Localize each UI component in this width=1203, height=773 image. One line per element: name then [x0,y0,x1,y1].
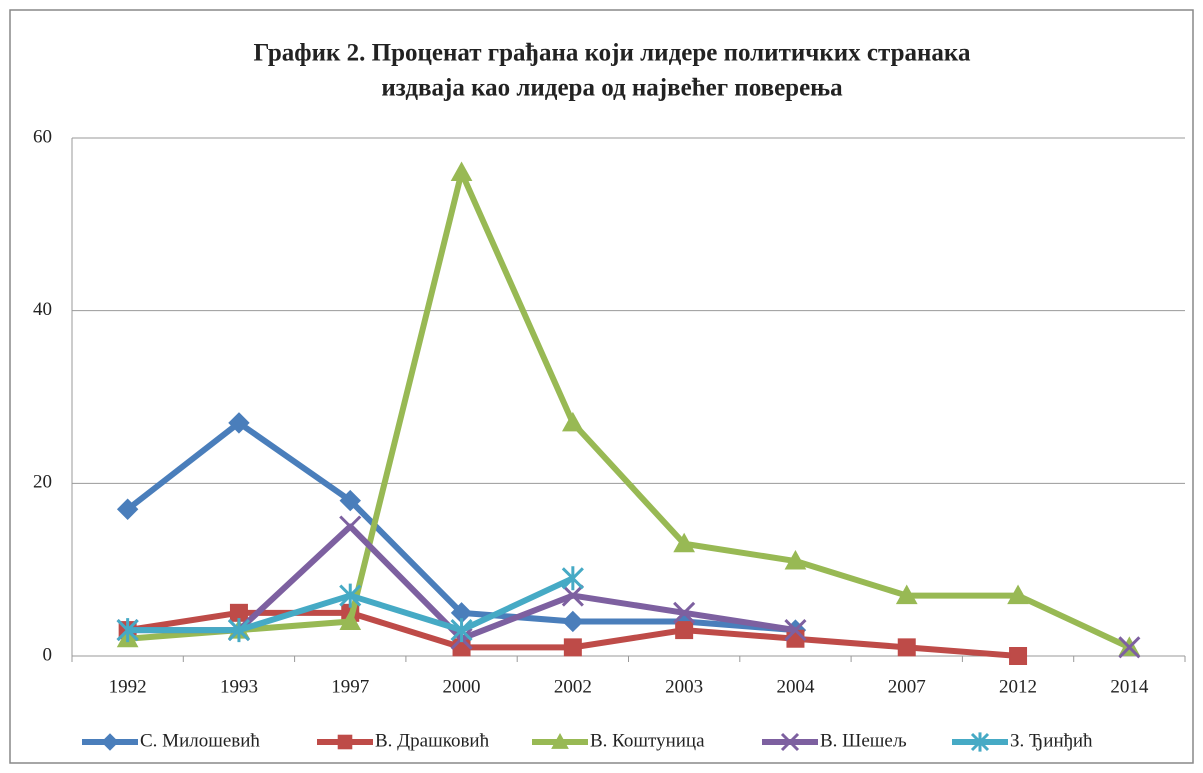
legend-label: С. Милошевић [140,730,260,751]
legend-label: В. Коштуница [590,730,705,751]
x-tick-label: 2003 [665,676,703,697]
marker [780,732,800,752]
marker [1007,584,1029,605]
legend-label: З. Ђинђић [1010,730,1093,751]
marker [675,621,694,640]
marker [1118,636,1141,659]
x-tick-label: 2004 [776,676,815,697]
marker [561,584,584,607]
marker [450,618,473,643]
marker [563,638,582,657]
x-tick-label: 1993 [220,676,258,697]
chart-title: издваја као лидера од највећег поверења [381,75,843,102]
y-tick-label: 20 [33,472,52,493]
marker [897,638,916,657]
marker [339,583,362,608]
marker [786,629,805,648]
marker [784,550,807,570]
marker [673,532,695,553]
y-tick-label: 40 [33,299,52,320]
marker [116,618,139,643]
marker [116,498,139,520]
marker [784,619,807,642]
x-tick-label: 2007 [888,676,926,697]
marker [562,411,584,432]
marker [562,610,584,633]
y-tick-label: 0 [43,644,53,665]
legend-label: В. Шешељ [820,730,907,751]
marker [673,601,696,624]
marker [1009,647,1028,665]
series-line [127,169,1131,651]
marker [551,732,569,749]
marker [337,734,353,750]
x-tick-label: 2014 [1110,676,1149,697]
marker [228,412,250,434]
marker [450,161,473,182]
marker [227,618,251,643]
marker [970,732,990,752]
legend-label: В. Драшковић [375,730,490,751]
marker [101,733,119,751]
y-tick-label: 60 [33,126,52,147]
x-tick-label: 2002 [554,676,592,697]
x-tick-label: 2012 [999,676,1037,697]
marker [339,489,361,512]
x-tick-label: 2000 [443,676,481,697]
marker [561,566,584,591]
marker [339,610,362,630]
chart-title: График 2. Проценат грађана који лидере п… [254,40,971,67]
x-tick-label: 1997 [331,676,369,697]
chart-border [9,9,1194,764]
marker [339,515,362,538]
x-tick-label: 1992 [109,676,147,697]
marker [895,584,918,605]
